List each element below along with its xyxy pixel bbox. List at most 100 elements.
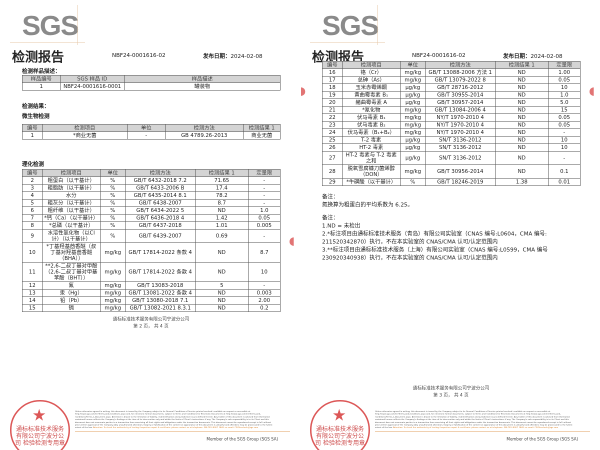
table-cell: ND bbox=[195, 296, 249, 305]
table-row: 14 铅（Pb） mg/kg GB/T 13080-2018 7.1 ND 2.00 bbox=[22, 296, 281, 305]
table-cell: GB/T 30956-2014 bbox=[425, 164, 496, 179]
column-header: 检测项目 bbox=[342, 61, 401, 69]
table-cell: 16 bbox=[322, 68, 343, 77]
table-cell: 14 bbox=[22, 296, 43, 305]
table-cell: 罐装物 bbox=[124, 82, 281, 91]
phys-block: 编号 检测项目 单位 检测方法 检测结果 1 定量限 2 粗蛋白（以干基计）% GB/T 643… bbox=[22, 169, 281, 330]
table-cell: 10 bbox=[22, 242, 43, 263]
table-cell: ND bbox=[195, 304, 249, 312]
column-header: 定量限 bbox=[548, 61, 581, 69]
column-header: 编号 bbox=[22, 124, 43, 132]
table-cell: 10 bbox=[248, 262, 281, 282]
table-cell: 1.00 bbox=[548, 68, 581, 77]
table-cell: **2,6-二叔丁基对甲酚（2,6-二叔丁基对甲基苯酚（BHT）） bbox=[42, 262, 101, 282]
table-cell: GB/T 13088-2006 方法 1 bbox=[425, 68, 496, 77]
table-cell: 4 bbox=[22, 191, 43, 200]
seam-stamp: ◖ bbox=[289, 235, 295, 248]
table-row: 8 *总磷（以干基计）% GB/T 6437-2018 1.01 0.005 bbox=[22, 221, 281, 230]
notes: 备注： 氮换算为粗蛋白的平均系数为 6.25。 备注： 1.ND = 未检出 2… bbox=[322, 193, 582, 262]
stamp-text: 通标标准技术服务有限公司宁波分公司 检验检测专用章 bbox=[15, 425, 65, 447]
micro-section-label: 微生物检测 bbox=[22, 113, 50, 120]
table-cell: 1.0 bbox=[248, 206, 281, 215]
table-cell: 27 bbox=[322, 151, 343, 165]
table-cell: % bbox=[100, 199, 126, 207]
page-number: 第 3 页， 共 4 页 bbox=[433, 393, 469, 398]
table-cell: ND bbox=[495, 121, 549, 129]
table-cell: mg/kg bbox=[100, 304, 126, 312]
table-row: 25 T-2 毒素 μg/kg SN/T 3136-2012 ND 10 bbox=[322, 136, 581, 144]
table-cell: 0.003 bbox=[248, 289, 281, 297]
results-block: 编号 检测项目 单位 检测方法 检测结果 1 定量限 16 铬（Cr） mg/kg GB/T 13… bbox=[322, 61, 582, 262]
table-cell: 8 bbox=[22, 221, 43, 230]
table-cell: 21 bbox=[322, 106, 343, 114]
table-cell: μg/kg bbox=[400, 91, 426, 99]
table-cell: % bbox=[100, 184, 126, 192]
table-row: 12 氟 mg/kg GB/T 13083-2018 5- bbox=[22, 281, 281, 290]
table-cell: % bbox=[100, 221, 126, 230]
table-cell: 10 bbox=[548, 83, 581, 92]
terms-fine-print: Unless otherwise agreed in writing, this… bbox=[375, 410, 575, 430]
table-cell: 6 bbox=[22, 206, 43, 215]
column-header: 样品编号 bbox=[22, 75, 61, 83]
table-cell: 1.38 bbox=[495, 178, 549, 186]
table-cell: μg/kg bbox=[400, 136, 426, 144]
table-cell: 17 bbox=[322, 76, 343, 84]
table-cell: 赭曲霉毒素 A bbox=[342, 98, 401, 107]
column-header: 检测项目 bbox=[42, 169, 101, 177]
report-number: NBF24-0001616-02 bbox=[112, 52, 166, 59]
table-cell: GB/T 13082-2021 8.3.1 bbox=[125, 304, 196, 312]
table-row: 19 黄曲霉毒素 B₁ μg/kg GB/T 30955-2014 ND 1.0 bbox=[322, 91, 581, 99]
table-cell: 粗灰分（以干基计） bbox=[42, 199, 101, 207]
table-cell: GB/T 6433-2006 B bbox=[125, 184, 196, 192]
column-header: 单位 bbox=[127, 124, 166, 132]
table-cell: ND bbox=[495, 143, 549, 152]
table-cell: 伏马毒素 B₁ bbox=[342, 113, 401, 122]
phys-section-label: 理化检测 bbox=[22, 161, 44, 168]
table-cell: mg/kg bbox=[400, 128, 426, 137]
table-cell: ND bbox=[495, 91, 549, 99]
table-cell: 0.69 bbox=[195, 229, 249, 243]
table-cell: GB/T 6439-2007 bbox=[125, 229, 196, 243]
note-text: 氮换算为粗蛋白的平均系数为 6.25。 bbox=[322, 201, 413, 209]
table-cell: SN/T 3136-2012 bbox=[425, 151, 496, 165]
table-cell: 0.05 bbox=[548, 121, 581, 129]
table-cell: 粗蛋白（以干基计） bbox=[42, 176, 101, 185]
table-row: 16 铬（Cr） mg/kg GB/T 13088-2006 方法 1 ND 1.00 bbox=[322, 68, 581, 77]
column-header: 检测项目 bbox=[42, 124, 128, 132]
table-cell: HT-2 毒素 bbox=[342, 143, 401, 152]
column-header: 检测结果 1 bbox=[495, 61, 549, 69]
table-cell: *丁基羟基茴香醚（叔丁基对羟基茴香醚（BHA）） bbox=[42, 242, 101, 263]
table-row: 4 水分% GB/T 6435-2014 8.1 78.2- bbox=[22, 191, 281, 200]
table-cell: SN/T 3136-2012 bbox=[425, 136, 496, 144]
table-cell: GB/T 13079-2022 8 bbox=[425, 76, 496, 84]
table-row: 2 粗蛋白（以干基计）% GB/T 6432-2018 7.2 71.65- bbox=[22, 176, 281, 185]
footer-divider bbox=[75, 431, 290, 432]
table-cell: 粗脂肪（以干基计） bbox=[42, 184, 101, 192]
table-cell: 伏马毒素 B₂ bbox=[342, 121, 401, 129]
table-cell: 1.42 bbox=[195, 214, 249, 222]
table-cell: ND bbox=[495, 83, 549, 92]
table-cell: ND bbox=[495, 164, 549, 179]
sgs-logo: SGS bbox=[22, 9, 79, 42]
table-cell: GB/T 6438-2007 bbox=[125, 199, 196, 207]
table-cell: NBF24-0001616-0001 bbox=[60, 82, 125, 91]
table-cell: 15 bbox=[548, 106, 581, 114]
column-header: 定量限 bbox=[248, 169, 281, 177]
table-cell: 20 bbox=[322, 98, 343, 107]
micro-table: 编号 检测项目 单位 检测方法 检测结果 1 1 *商业无菌 - GB 4789.26-2013… bbox=[22, 124, 281, 140]
table-cell: 22 bbox=[322, 113, 343, 122]
table-cell: ND bbox=[495, 68, 549, 77]
attention-text: Attention: To check the authenticity of … bbox=[93, 426, 259, 429]
table-cell: 2 bbox=[22, 176, 43, 185]
table-cell: *商业无菌 bbox=[42, 131, 128, 140]
table-cell: 氟 bbox=[42, 281, 101, 290]
table-cell: HT-2 毒素与 T-2 毒素之和 bbox=[342, 151, 401, 165]
star-icon: ★ bbox=[32, 405, 47, 425]
column-header: 检测方法 bbox=[165, 124, 244, 132]
table-cell: % bbox=[100, 191, 126, 200]
table-cell: 0.05 bbox=[548, 113, 581, 122]
table-cell: 0.2 bbox=[248, 304, 281, 312]
table-cell: 13 bbox=[22, 289, 43, 297]
table-cell: 8.7 bbox=[248, 242, 281, 263]
table-cell: - bbox=[248, 176, 281, 185]
